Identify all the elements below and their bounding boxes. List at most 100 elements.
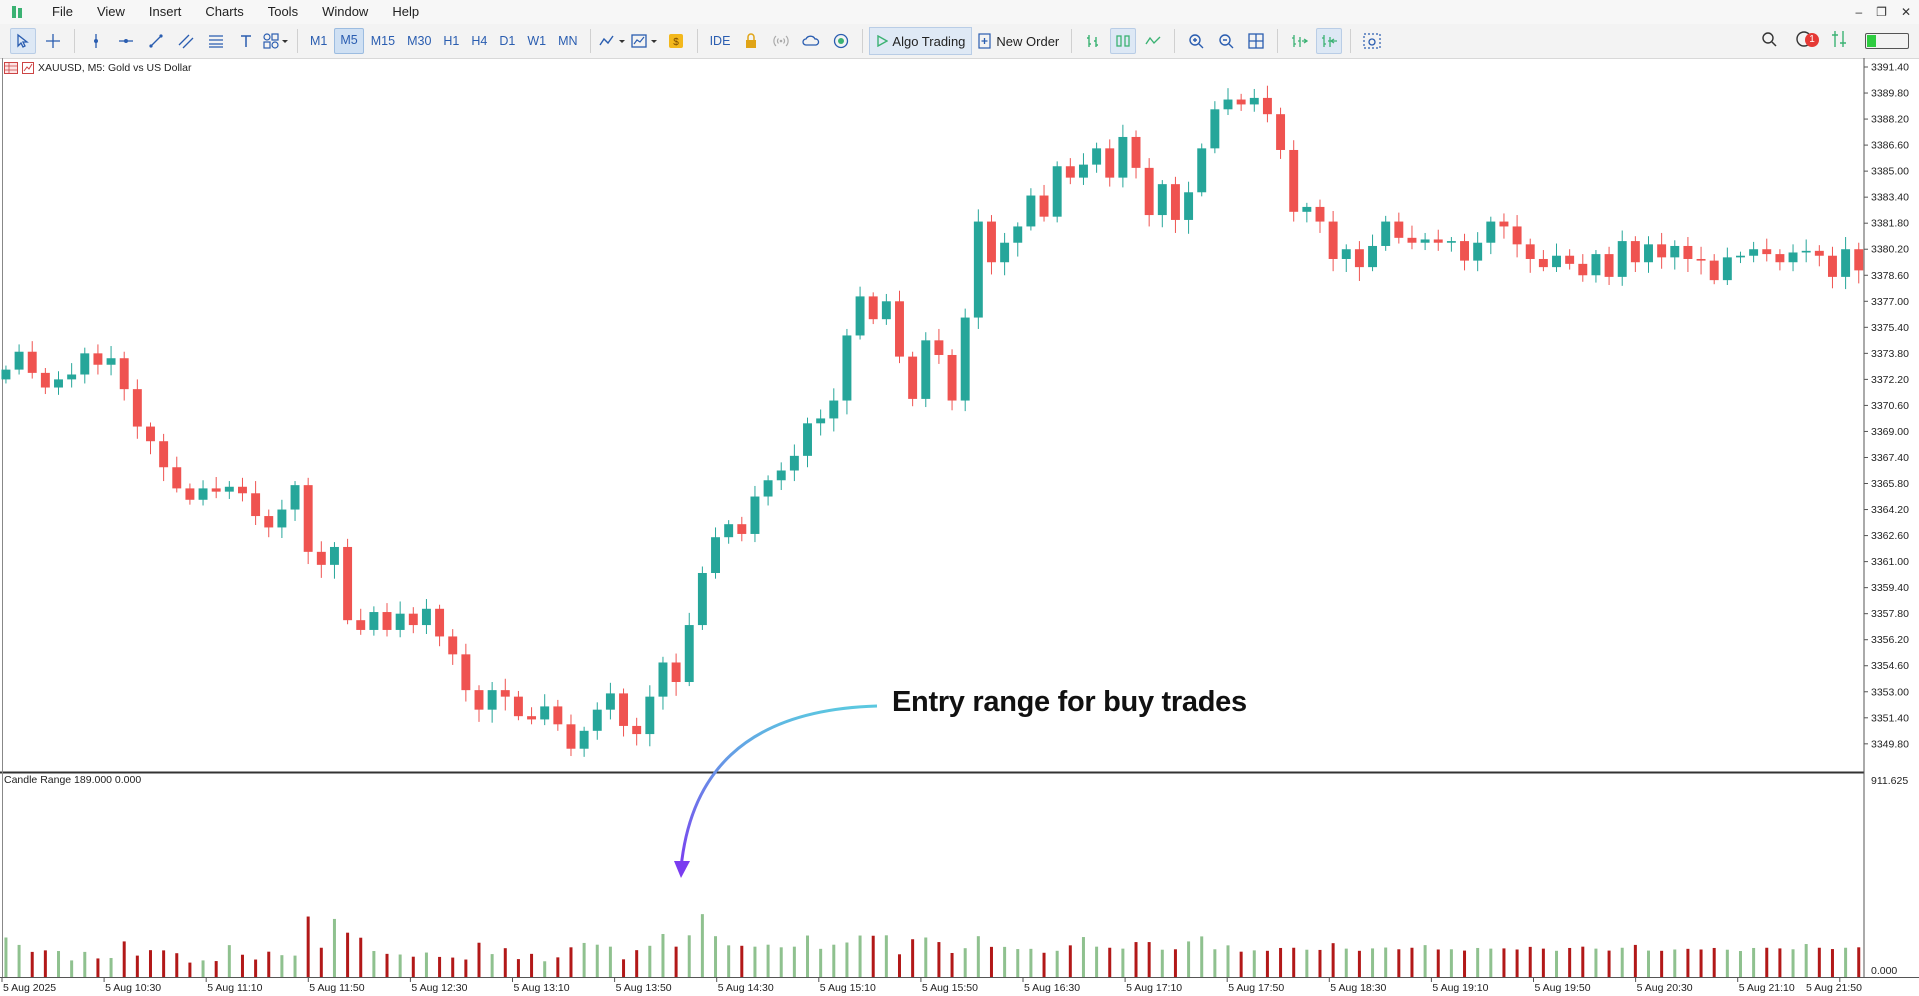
zoom-in-icon[interactable]	[1183, 28, 1209, 54]
candle-body	[1000, 242, 1010, 263]
tile-windows-icon[interactable]	[1243, 28, 1269, 54]
timeframe-d1[interactable]: D1	[499, 34, 516, 48]
range-bar	[1173, 949, 1177, 977]
menu-view[interactable]: View	[96, 4, 125, 19]
candle-body	[579, 730, 589, 749]
candle-body	[816, 418, 826, 424]
chart-shift-icon[interactable]	[1286, 28, 1312, 54]
chart-window[interactable]: 3391.40 3389.80 3388.20 3386.60 3385.00 3383.…	[0, 58, 1919, 996]
timeframe-w1[interactable]: W1	[527, 34, 547, 48]
new-order-button[interactable]: New Order	[972, 28, 1065, 54]
range-bar	[989, 946, 993, 977]
indicators-menu-icon[interactable]	[598, 28, 627, 54]
timeframe-mn[interactable]: MN	[558, 34, 578, 48]
trendline-icon[interactable]	[143, 28, 169, 54]
vertical-line-icon[interactable]	[83, 28, 109, 54]
candle-body	[1827, 255, 1837, 277]
text-tool-icon[interactable]	[233, 28, 259, 54]
candle-body	[1749, 249, 1759, 256]
horizontal-line-icon[interactable]	[113, 28, 139, 54]
zoom-out-icon[interactable]	[1213, 28, 1239, 54]
signal-icon[interactable]	[768, 28, 794, 54]
candle-body	[1170, 184, 1180, 220]
templates-menu-icon[interactable]	[630, 28, 659, 54]
toolbar: M1 M5 M15 M30 H1 H4 D1 W1 MN $ IDE Algo …	[0, 24, 1919, 59]
candle-body	[1460, 241, 1469, 261]
screenshot-icon[interactable]	[1359, 28, 1385, 54]
candle-body	[1736, 255, 1745, 258]
restore-button[interactable]: ❐	[1876, 5, 1887, 19]
candle-body	[1341, 249, 1351, 259]
bar-chart-icon[interactable]	[1080, 28, 1106, 54]
timeframe-m5[interactable]: M5	[334, 28, 364, 54]
fibonacci-icon[interactable]	[203, 28, 229, 54]
price-tick-label: 3385.00	[1871, 166, 1909, 178]
candle-body	[408, 613, 418, 626]
timeframe-h1[interactable]: H1	[443, 34, 460, 48]
range-bar	[1765, 947, 1769, 977]
cursor-tool-icon[interactable]	[10, 28, 36, 54]
indicator-pane	[4, 914, 1861, 977]
minimize-button[interactable]: –	[1855, 5, 1863, 19]
line-chart-icon[interactable]	[1140, 28, 1166, 54]
range-bar	[57, 951, 61, 977]
candle-body	[316, 551, 326, 565]
algo-trading-button[interactable]: Algo Trading	[869, 27, 973, 55]
range-bar	[1476, 947, 1480, 977]
cloud-icon[interactable]	[798, 28, 824, 54]
candle-body	[1328, 221, 1338, 259]
notifications-button[interactable]: 1	[1795, 30, 1819, 53]
candle-body	[881, 301, 891, 320]
menu-file[interactable]: File	[52, 4, 73, 19]
search-icon[interactable]	[1761, 31, 1777, 52]
candlestick-chart-icon[interactable]	[1110, 28, 1137, 54]
candle-body	[40, 372, 50, 388]
candle-body	[421, 608, 431, 626]
shapes-menu-icon[interactable]	[263, 28, 289, 54]
time-tick-label: 5 Aug 11:50	[309, 982, 364, 994]
time-tick-label: 5 Aug 17:10	[1126, 982, 1182, 994]
time-tick-label: 5 Aug 11:10	[207, 982, 262, 994]
candle-body	[1118, 136, 1128, 178]
candle-body	[1499, 221, 1509, 227]
channel-icon[interactable]	[173, 28, 199, 54]
timeframe-m1[interactable]: M1	[310, 34, 328, 48]
range-bar	[1791, 949, 1795, 977]
price-tick-label: 3354.60	[1871, 660, 1909, 672]
timeframe-m15[interactable]: M15	[370, 34, 396, 48]
candle-body	[290, 485, 300, 510]
close-button[interactable]: ✕	[1900, 5, 1911, 19]
crosshair-icon[interactable]	[40, 28, 66, 54]
vps-icon[interactable]	[828, 28, 854, 54]
candle-body	[711, 537, 720, 573]
candle-body	[1065, 166, 1075, 178]
market-icon[interactable]: $	[663, 28, 689, 54]
range-bar	[424, 952, 428, 977]
toolbar-right: 1	[1761, 24, 1909, 58]
ide-button[interactable]: IDE	[709, 34, 731, 48]
menu-window[interactable]: Window	[322, 4, 369, 19]
chart-canvas[interactable]: 3391.40 3389.80 3388.20 3386.60 3385.00 3383.…	[0, 58, 1919, 996]
range-bar	[1318, 949, 1322, 977]
candle-body	[93, 353, 103, 365]
range-bar	[1226, 945, 1230, 977]
candle-body	[14, 351, 24, 370]
timeframe-m30[interactable]: M30	[407, 34, 432, 48]
range-bar	[766, 944, 770, 977]
price-tick-label: 3375.40	[1871, 322, 1909, 334]
autoscroll-icon[interactable]	[1316, 28, 1343, 54]
candle-body	[1157, 184, 1167, 216]
candle-body	[119, 358, 129, 390]
candle-body	[1184, 192, 1194, 220]
menu-charts[interactable]: Charts	[205, 4, 244, 19]
candle-body	[487, 690, 497, 710]
lock-icon[interactable]	[738, 28, 764, 54]
candle-body	[776, 470, 786, 481]
menu-help[interactable]: Help	[392, 4, 420, 19]
candle-body	[934, 340, 944, 355]
menu-tools[interactable]: Tools	[267, 4, 299, 19]
timeframe-h4[interactable]: H4	[471, 34, 488, 48]
candle-body	[1249, 97, 1259, 105]
menu-insert[interactable]: Insert	[148, 4, 182, 19]
range-bar	[1660, 950, 1664, 977]
